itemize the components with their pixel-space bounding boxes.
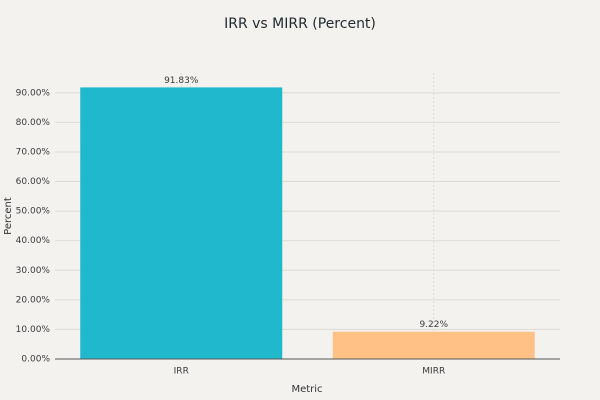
y-tick-label: 40.00% <box>16 236 51 246</box>
y-tick-label: 90.00% <box>16 88 51 98</box>
x-tick-label: MIRR <box>422 367 445 377</box>
y-tick-label: 10.00% <box>16 325 51 335</box>
value-label: 9.22% <box>419 320 448 330</box>
bar <box>80 87 283 360</box>
y-tick-label: 50.00% <box>16 207 51 217</box>
y-tick-label: 70.00% <box>16 147 51 157</box>
y-axis-title: Percent <box>3 197 14 235</box>
x-tick-label: IRR <box>174 367 189 377</box>
y-tick-label: 60.00% <box>16 177 51 187</box>
y-tick-label: 30.00% <box>16 266 51 276</box>
chart-title: IRR vs MIRR (Percent) <box>224 16 376 32</box>
y-tick-label: 80.00% <box>16 118 51 128</box>
x-axis-title: Metric <box>291 384 322 395</box>
value-label: 91.83% <box>164 76 199 86</box>
bar <box>332 331 535 359</box>
y-tick-label: 20.00% <box>16 295 51 305</box>
y-tick-label: 0.00% <box>21 355 50 365</box>
